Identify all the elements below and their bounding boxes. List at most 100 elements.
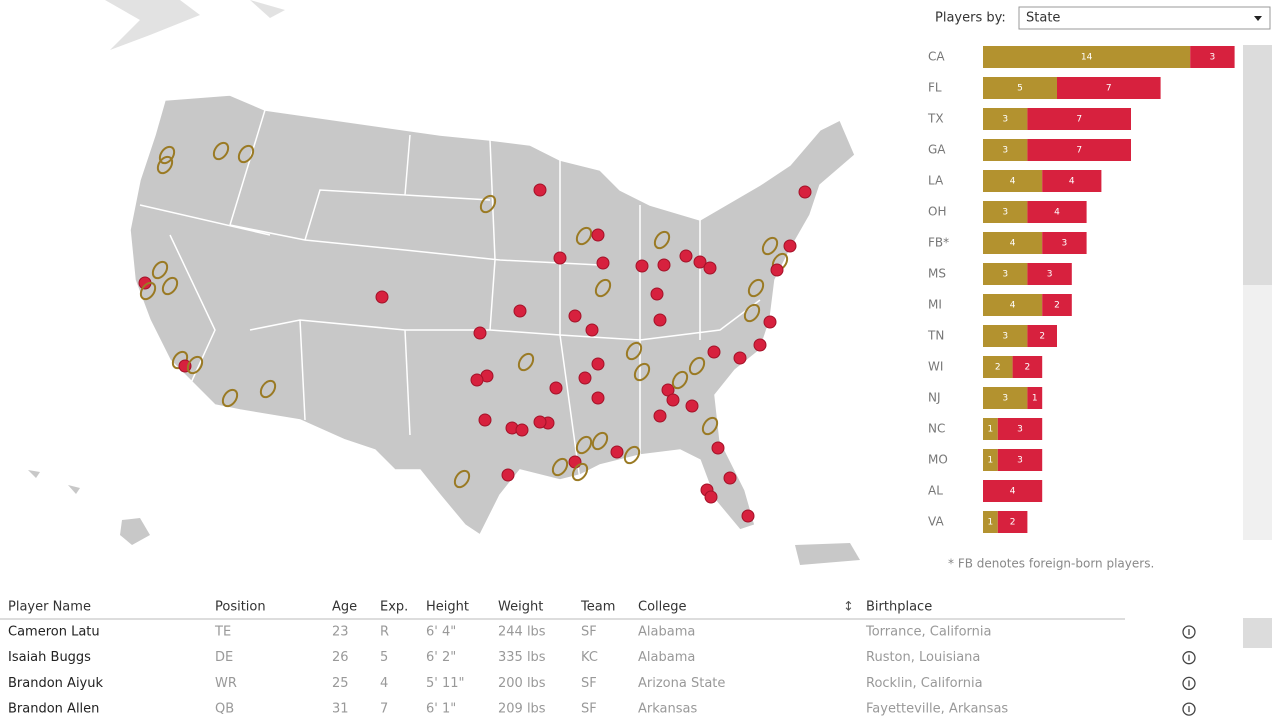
bar-value-label: 3 [1002,208,1008,218]
bar-segment [983,46,1191,68]
bar-value-label: 2 [1039,332,1045,342]
map [28,0,860,565]
info-icon[interactable] [1182,651,1196,665]
player-name: Cameron Latu [8,625,100,640]
dropdown-value[interactable]: State [1026,11,1060,26]
bar-segment [983,170,1043,192]
player-dot [221,388,239,408]
category-label: NJ [928,391,941,405]
player-dot [212,141,230,161]
bar-value-label: 1 [988,518,994,528]
table-cell: 5' 11" [426,676,465,691]
bar-segment [983,325,1028,347]
sort-icon[interactable]: ↕ [843,600,854,615]
player-dot [591,391,605,405]
column-header: Height [426,600,469,615]
player-dot [671,370,689,390]
player-dot [653,313,667,327]
player-dot [610,445,624,459]
column-header: Player Name [8,600,91,615]
bar-value-label: 14 [1081,53,1093,63]
bar-value-label: 3 [1002,146,1008,156]
column-header: Age [332,600,357,615]
table-cell: Torrance, California [865,625,992,640]
column-header: College [638,600,687,615]
category-label: NC [928,422,945,436]
player-dot [575,435,593,455]
bar-value-label: 3 [1210,53,1216,63]
player-dot [453,469,471,489]
table-cell: 335 lbs [498,650,546,665]
player-dot [711,441,725,455]
player-dot [596,256,610,270]
table-cell: Alabama [638,650,695,665]
bar-value-label: 1 [988,456,994,466]
table-cell: 200 lbs [498,676,546,691]
bar-value-label: 5 [1017,84,1023,94]
player-dot [578,371,592,385]
category-label: OH [928,205,946,219]
table-scrollbar[interactable] [1243,618,1272,648]
player-name: Brandon Aiyuk [8,676,103,691]
player-dot [688,356,706,376]
bar-value-label: 4 [1069,177,1075,187]
column-header: Weight [498,600,543,615]
table-cell: Arkansas [638,702,697,717]
player-dot [479,194,497,214]
player-dot [657,258,671,272]
player-dot [470,373,484,387]
state-borders [139,109,761,481]
player-dot [571,462,589,482]
bar-segment [1027,325,1057,347]
table-cell: 5 [380,650,388,665]
info-icon[interactable] [1182,702,1196,716]
category-label: MO [928,453,948,467]
player-dot [139,281,157,301]
scrollbar-thumb[interactable] [1243,45,1272,285]
category-label: AL [928,484,943,498]
player-dot [568,309,582,323]
player-name: Isaiah Buggs [8,650,91,665]
category-label: MS [928,267,946,281]
player-dot [259,379,277,399]
bar-segment [983,201,1028,223]
table-cell: TE [214,625,231,640]
player-dot [161,276,179,296]
info-icon[interactable] [1182,625,1196,639]
player-dot [533,415,547,429]
bar-value-label: 3 [1047,270,1053,280]
category-label: TX [927,112,944,126]
category-label: FB* [928,236,949,250]
category-label: GA [928,143,946,157]
bar-value-label: 1 [988,425,994,435]
table-cell: Arizona State [638,676,725,691]
table-cell: 244 lbs [498,625,546,640]
dropdown-arrow[interactable] [1254,16,1262,21]
table-cell: 23 [332,625,349,640]
category-label: FL [928,81,942,95]
bar-value-label: 3 [1002,332,1008,342]
table-cell: SF [581,625,597,640]
table-cell: Ruston, Louisiana [866,650,980,665]
bar-segment [983,108,1028,130]
bar-value-label: 7 [1076,146,1082,156]
bar-segment [1042,232,1087,254]
player-dot [553,251,567,265]
table-cell: Rocklin, California [866,676,983,691]
us-map [129,94,856,537]
player-dot [741,509,755,523]
dropdown[interactable] [1018,6,1271,30]
bar-value-label: 3 [1002,394,1008,404]
player-dot [594,278,612,298]
bar-value-label: 2 [995,363,1001,373]
bar-value-label: 3 [1017,456,1023,466]
player-name: Brandon Allen [8,702,99,717]
player-dots [138,141,812,523]
player-dot [237,144,255,164]
bar-value-label: 4 [1054,208,1060,218]
hawaii [28,470,40,478]
info-icon[interactable] [1182,676,1196,691]
player-dot [723,471,737,485]
player-dot [375,290,389,304]
player-dot [798,185,812,199]
